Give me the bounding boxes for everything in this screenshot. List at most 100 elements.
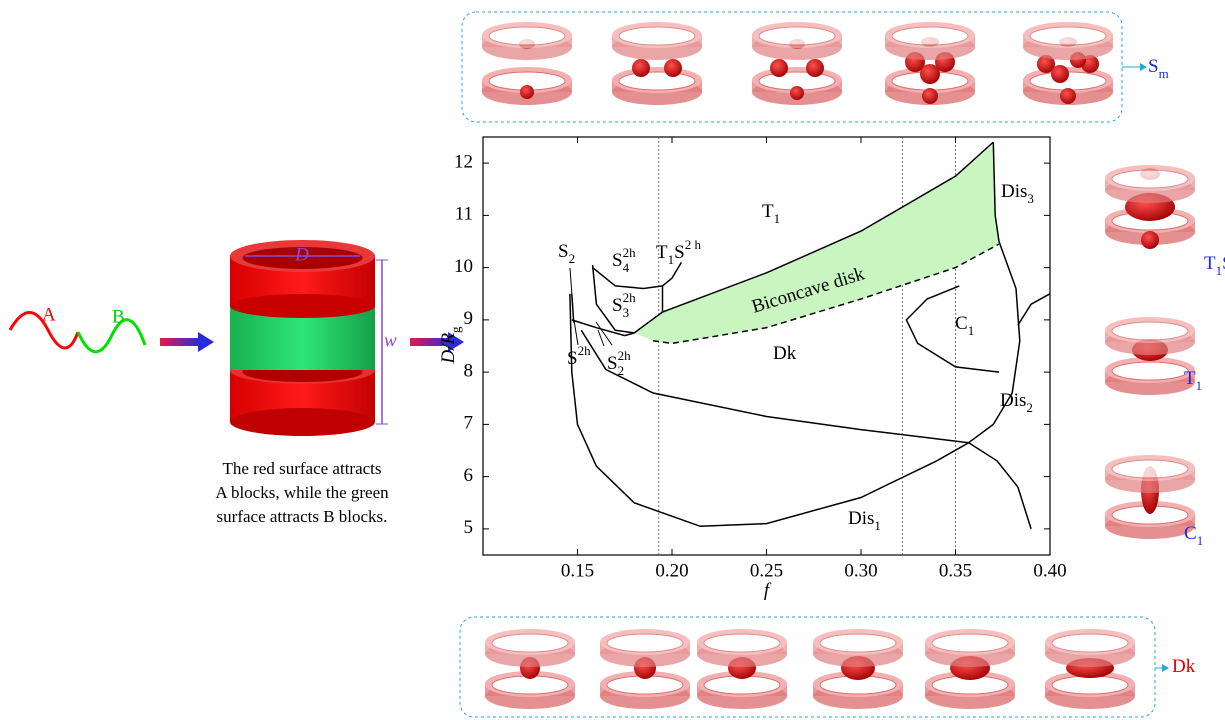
phase-boundary: [969, 443, 1031, 529]
diameter-label: D: [294, 244, 309, 265]
ring-hole: [1030, 27, 1106, 45]
text-part: S: [607, 353, 618, 374]
structure-icon: [1105, 165, 1195, 249]
ring-upper: [485, 629, 575, 667]
text-part: 4: [623, 260, 630, 275]
ring-upper: [1105, 165, 1195, 203]
text-part: S: [612, 295, 623, 316]
text-part: Dis: [1001, 181, 1027, 202]
structure-icon: [1105, 455, 1195, 539]
caption-line: surface attracts B blocks.: [217, 507, 388, 526]
y-tick-label: 9: [464, 308, 474, 329]
ring-hole: [1112, 170, 1188, 188]
x-tick-label: 0.40: [1033, 560, 1066, 581]
text-part: 1: [774, 211, 781, 226]
structure-icon: [813, 629, 903, 709]
x-axis-label: f: [764, 580, 772, 601]
ring-hole: [820, 634, 896, 652]
text-part: 2 h: [685, 237, 702, 252]
y-tick-label: 10: [454, 256, 473, 277]
structure-icon: [482, 22, 572, 105]
region-label: Dk: [773, 343, 797, 364]
ring-upper: [813, 629, 903, 667]
domain: [632, 59, 650, 77]
structure-label: Dk: [1172, 656, 1196, 677]
structure-icon: [612, 22, 702, 105]
structure-icon: [600, 629, 690, 709]
ring-hole: [1112, 322, 1188, 340]
text-part: S: [612, 250, 623, 271]
x-tick-label: 0.20: [655, 560, 688, 581]
domain: [1060, 88, 1076, 104]
x-tick-label: 0.15: [561, 560, 594, 581]
text-part: g: [448, 326, 463, 333]
structure-label: T1: [1184, 368, 1202, 393]
ring-upper: [612, 22, 702, 60]
region-label: T1: [762, 201, 780, 226]
text-part: 1: [1197, 533, 1204, 548]
ring-upper: [885, 22, 975, 60]
ring-hole: [704, 634, 780, 652]
caption-line: A blocks, while the green: [215, 483, 389, 502]
domain: [920, 64, 940, 84]
text-part: m: [1159, 66, 1169, 81]
ring-upper: [925, 629, 1015, 667]
phase-boundary: [570, 294, 969, 527]
y-tick-label: 11: [455, 204, 473, 225]
text-part: 2h: [623, 290, 637, 305]
text-part: Dk: [773, 343, 797, 364]
domain: [664, 59, 682, 77]
ring-hole: [1112, 362, 1188, 380]
ring-hole: [1052, 676, 1128, 694]
ring-upper: [600, 629, 690, 667]
structure-icon: [1045, 629, 1135, 709]
text-part: C: [955, 313, 968, 334]
text-part: C: [1184, 523, 1197, 544]
structure-icon: [697, 629, 787, 709]
cylinder: [230, 240, 388, 436]
text-part: 1: [874, 518, 881, 533]
ring-hole: [892, 27, 968, 45]
text-part: S: [1148, 56, 1159, 77]
figure: A B D w The red surface attracts A block…: [0, 0, 1225, 720]
x-tick-label: 0.35: [939, 560, 972, 581]
text-part: D/R: [438, 333, 459, 365]
caption-line: The red surface attracts: [222, 459, 381, 478]
text-part: f: [764, 580, 772, 601]
x-tick-label: 0.25: [750, 560, 783, 581]
domain: [922, 88, 938, 104]
ring-hole: [1112, 460, 1188, 478]
ring-hole: [932, 634, 1008, 652]
arrow: [160, 332, 214, 352]
text-part: S: [674, 242, 685, 263]
ring-hole: [619, 27, 695, 45]
block-b-label: B: [112, 306, 125, 327]
region-label: T1S2 h: [656, 237, 701, 267]
text-part: 3: [1027, 191, 1034, 206]
label-arrows: [570, 268, 612, 346]
ring-upper: [752, 22, 842, 60]
structure-icon: [1023, 22, 1113, 105]
pointer: [1122, 63, 1147, 71]
region-label: S2: [558, 241, 575, 266]
ring-hole: [607, 634, 683, 652]
text-part: 2: [618, 363, 625, 378]
domain: [520, 85, 534, 99]
block-a-label: A: [42, 304, 56, 325]
y-tick-label: 5: [464, 517, 474, 538]
text-part: 3: [623, 305, 630, 320]
ring-hole: [489, 27, 565, 45]
structure-icon: [885, 22, 975, 105]
phase-boundary: [1018, 294, 1050, 325]
ring-hole: [1052, 634, 1128, 652]
phase-boundary: [572, 320, 625, 336]
text-part: T: [656, 242, 668, 263]
text-part: Dis: [848, 508, 874, 529]
domain: [806, 59, 824, 77]
text-part: Dis: [1000, 390, 1026, 411]
domain: [1051, 65, 1069, 83]
ring-hole: [759, 27, 835, 45]
text-part: T: [762, 201, 774, 222]
text-part: 1: [968, 323, 975, 338]
